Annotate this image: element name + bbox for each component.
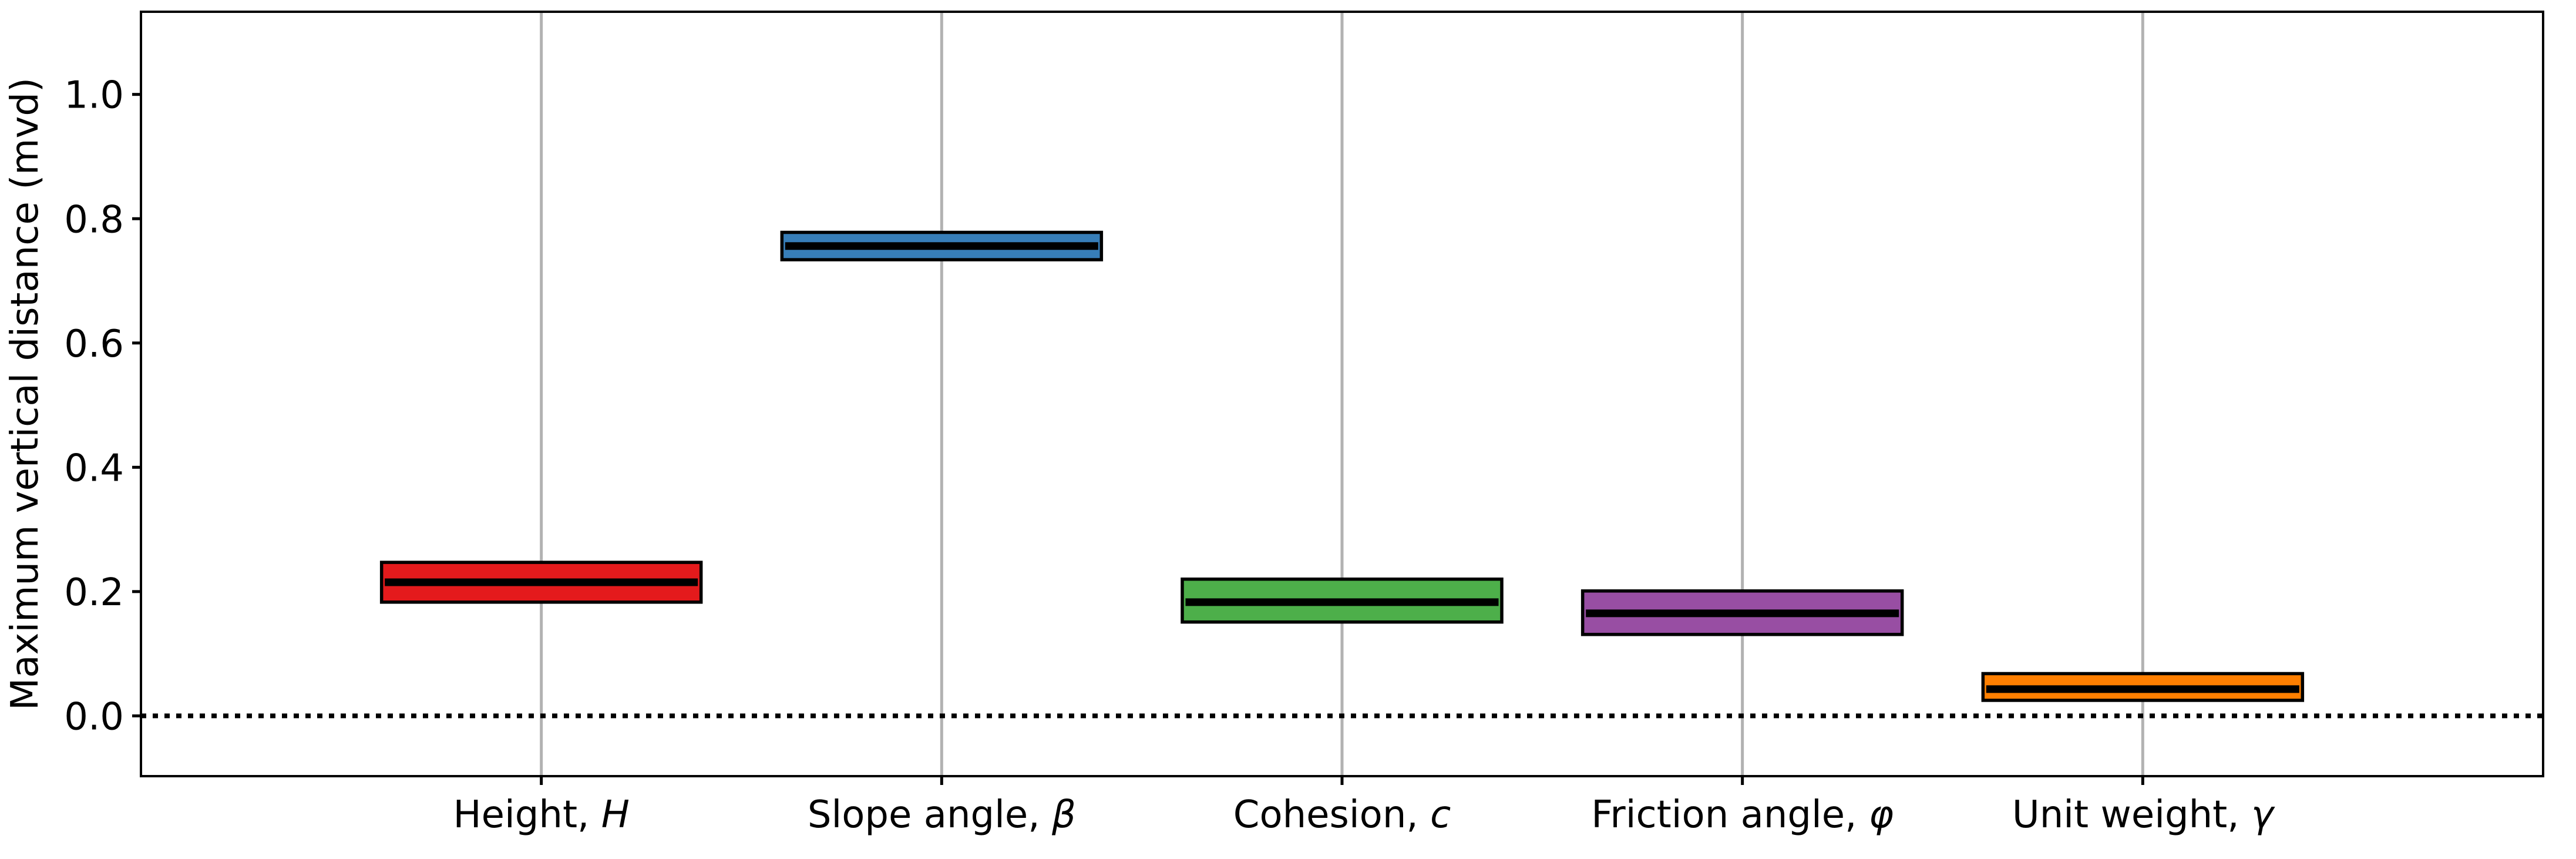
- x-tick-label-friction-angle: Friction angle, φ: [1591, 793, 1894, 837]
- y-tick-label-0.2: 0.2: [64, 571, 124, 615]
- y-tick-label-0.4: 0.4: [64, 447, 124, 490]
- x-tick-label-unit-weight: Unit weight, γ: [2012, 793, 2275, 837]
- axes-frame: [140, 11, 2544, 777]
- x-tick-label-height: Height, H: [453, 793, 629, 837]
- y-tick-label-0.6: 0.6: [64, 323, 124, 366]
- y-tick-label-0.0: 0.0: [64, 695, 124, 739]
- x-tick-label-cohesion: Cohesion, c: [1233, 793, 1451, 837]
- x-tick-label-slope-angle: Slope angle, β: [808, 793, 1076, 837]
- y-axis-label: Maximum vertical distance (mvd): [4, 78, 47, 710]
- y-tick-label-0.8: 0.8: [64, 198, 124, 241]
- y-tick-label-1.0: 1.0: [64, 74, 124, 118]
